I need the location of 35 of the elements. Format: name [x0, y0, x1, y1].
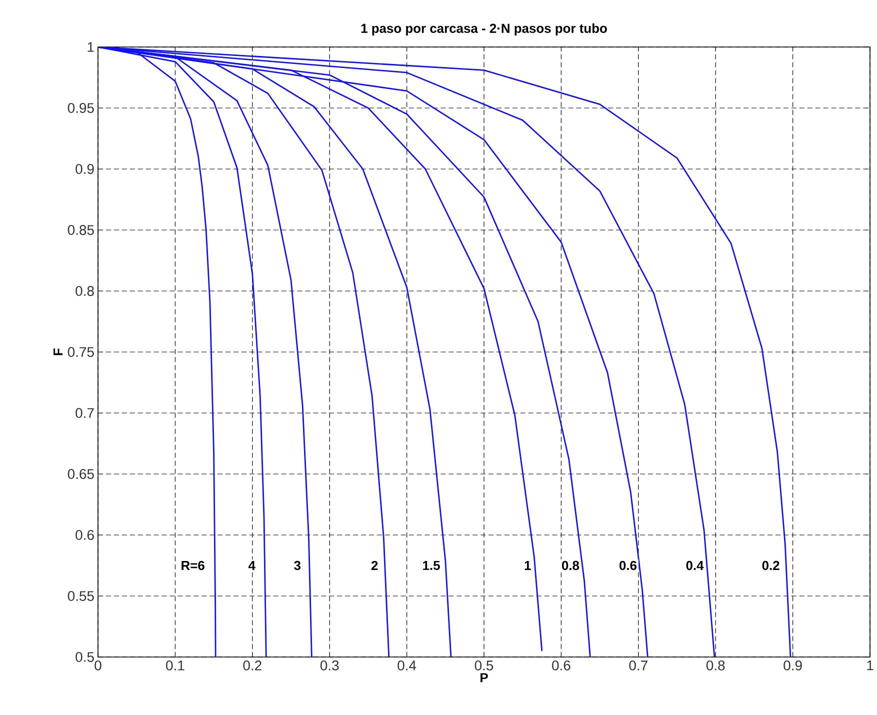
y-tick-label: 0.55 [68, 591, 94, 601]
x-tick-label: 0 [94, 660, 102, 670]
y-tick-label: 0.75 [68, 347, 94, 357]
y-tick-label: 0.7 [76, 408, 94, 418]
x-tick-label: 0.4 [398, 660, 416, 670]
y-tick-label: 0.9 [76, 164, 94, 174]
y-tick-label: 0.8 [76, 286, 94, 296]
x-tick-label: 0.8 [706, 660, 725, 670]
y-tick-label: 0.65 [68, 469, 94, 479]
x-tick-label: 0.2 [243, 660, 262, 670]
y-tick-label: 0.85 [68, 225, 94, 235]
series-label: 0.4 [686, 560, 704, 570]
x-axis-title: P [480, 673, 488, 682]
y-tick-label: 0.6 [76, 530, 94, 540]
x-tick-label: 1 [867, 660, 874, 670]
y-axis-title: F [54, 348, 62, 356]
x-tick-label: 0.5 [474, 660, 494, 670]
series-label: 0.2 [762, 560, 780, 570]
series-label: 2 [371, 560, 378, 570]
x-tick-label: 0.1 [166, 660, 184, 670]
series-label: 4 [248, 561, 256, 570]
y-tick-label: 0.5 [76, 652, 94, 662]
y-tick-label: 0.95 [68, 103, 94, 113]
x-tick-label: 0.7 [629, 660, 648, 670]
x-tick-label: 0.6 [552, 660, 570, 670]
series-label: 0.8 [562, 560, 580, 570]
x-tick-label: 0.3 [320, 660, 339, 670]
chart-title: 1 paso por carcasa - 2·N pasos por tubo [361, 23, 607, 36]
series-label: 3 [294, 560, 301, 570]
series-label: R=6 [182, 560, 204, 570]
series-label: 1.5 [423, 560, 440, 570]
y-tick-label: 1 [88, 42, 94, 52]
series-label: 1 [524, 561, 531, 570]
x-tick-label: 0.9 [784, 660, 802, 670]
series-label: 0.6 [619, 560, 637, 570]
